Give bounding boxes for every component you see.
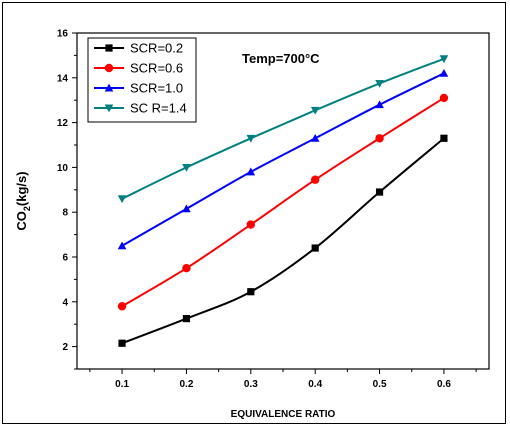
- y-tick-label: 2: [62, 342, 68, 353]
- data-point: [117, 195, 127, 204]
- y-axis-title-tail: (kg/s): [14, 171, 29, 206]
- y-axis-title-main: CO: [14, 211, 29, 231]
- legend-marker: [104, 104, 114, 113]
- legend-item: SCR=0.6: [94, 61, 183, 76]
- y-tick-label: 14: [57, 73, 69, 84]
- y-tick-label: 10: [57, 163, 69, 174]
- legend-label: SCR=0.2: [130, 41, 183, 56]
- data-point: [246, 134, 256, 143]
- y-axis-title: CO2(kg/s): [14, 171, 32, 230]
- series-layer: [117, 55, 449, 347]
- series-1: [118, 134, 448, 347]
- data-point: [246, 220, 256, 229]
- data-point: [182, 315, 191, 323]
- y-tick-label: 4: [62, 297, 68, 308]
- series-line: [121, 72, 445, 247]
- data-point: [440, 134, 448, 142]
- y-tick-label: 8: [62, 208, 68, 219]
- y-tick-label: 12: [57, 118, 69, 129]
- data-point: [375, 188, 384, 196]
- data-point: [182, 264, 191, 273]
- axis-ticks: 0.1 0.2 0.3 0.4 0.5 0.6 2 4 6 8 10 12 14 16: [57, 29, 477, 390]
- data-point: [439, 55, 449, 64]
- series-line: [121, 97, 445, 308]
- chart-frame: [2, 2, 506, 424]
- data-point: [375, 134, 384, 143]
- series-line: [121, 57, 445, 200]
- data-point: [310, 106, 320, 115]
- x-tick-label: 0.2: [179, 379, 193, 390]
- legend-label: SC R=1.4: [130, 101, 187, 116]
- series-2: [117, 93, 449, 311]
- data-point: [439, 93, 449, 103]
- data-point: [375, 79, 384, 88]
- legend-item: SCR=1.0: [94, 81, 183, 96]
- data-point: [375, 100, 384, 109]
- legend-label: SCR=1.0: [130, 81, 183, 96]
- x-tick-label: 0.4: [308, 379, 322, 390]
- data-point: [247, 288, 255, 296]
- data-point: [246, 167, 256, 176]
- series-4: [117, 55, 449, 204]
- y-tick-label: 6: [62, 253, 68, 264]
- data-point: [439, 69, 449, 77]
- data-point: [182, 204, 191, 213]
- data-point: [182, 163, 191, 172]
- data-point: [118, 339, 126, 347]
- data-point: [117, 241, 127, 250]
- annotation-temp: Temp=700°C: [242, 51, 320, 66]
- series-line: [121, 137, 445, 345]
- x-tick-label: 0.3: [244, 379, 258, 390]
- legend-item: SCR=0.2: [94, 41, 183, 56]
- x-tick-label: 0.1: [115, 379, 129, 390]
- x-tick-label: 0.6: [437, 379, 451, 390]
- legend-marker: [104, 63, 114, 73]
- data-point: [310, 133, 320, 142]
- series-3: [117, 69, 449, 250]
- x-axis-title: EQUIVALENCE RATIO: [231, 409, 336, 420]
- legend: SCR=0.2 SCR=0.6 SCR=1.0 SC R=1.4: [87, 37, 197, 123]
- legend-marker: [104, 83, 114, 92]
- legend-marker: [105, 44, 113, 52]
- x-tick-label: 0.5: [373, 379, 387, 390]
- legend-item: SC R=1.4: [94, 101, 187, 116]
- legend-label: SCR=0.6: [130, 61, 183, 76]
- data-point: [311, 244, 319, 252]
- data-point: [310, 175, 320, 184]
- data-point: [117, 302, 127, 311]
- y-axis-title-subscript: 2: [22, 206, 32, 211]
- y-tick-label: 16: [57, 29, 69, 40]
